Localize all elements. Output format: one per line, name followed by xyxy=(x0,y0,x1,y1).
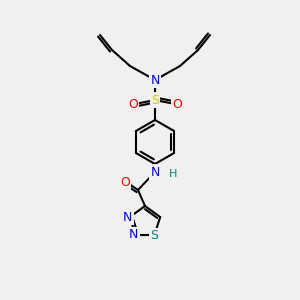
Text: S: S xyxy=(151,94,159,106)
Text: N: N xyxy=(129,228,138,242)
Text: O: O xyxy=(172,98,182,110)
Text: H: H xyxy=(169,169,177,179)
Text: N: N xyxy=(150,166,160,178)
Text: N: N xyxy=(123,211,133,224)
Text: O: O xyxy=(128,98,138,110)
Text: O: O xyxy=(120,176,130,188)
Text: N: N xyxy=(150,74,160,86)
Text: S: S xyxy=(150,230,158,242)
